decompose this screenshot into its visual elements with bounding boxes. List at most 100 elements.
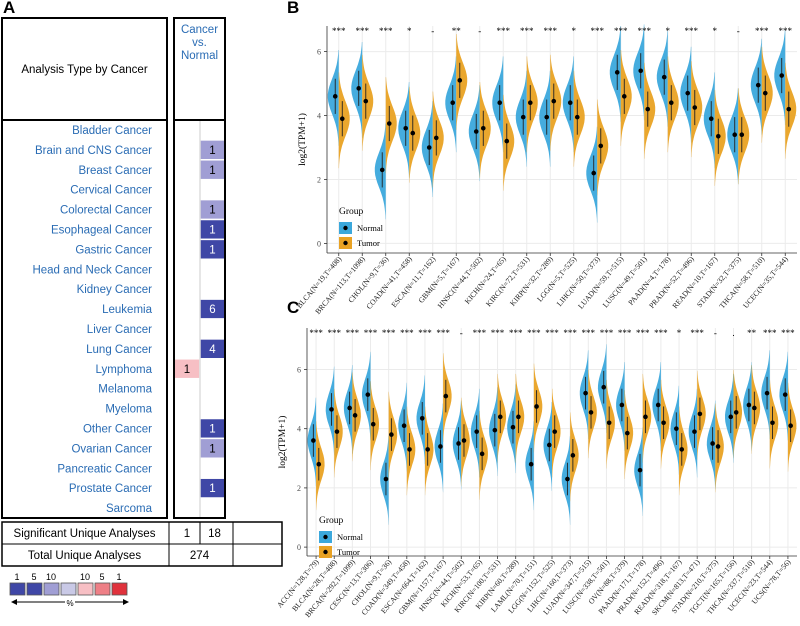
chart-c-median-tumor-7 bbox=[443, 393, 449, 399]
cancer-name-6: Gastric Cancer bbox=[75, 244, 152, 256]
legend-number: 5 bbox=[99, 572, 104, 582]
chart-b-violin-normal-5 bbox=[445, 56, 457, 153]
cancer-name-5: Esophageal Cancer bbox=[51, 225, 152, 237]
chart-c-median-tumor-5 bbox=[407, 447, 412, 452]
up-count-9: 6 bbox=[209, 304, 215, 316]
chart-b-median-tumor-15 bbox=[692, 105, 698, 110]
cancer-name-9: Leukemia bbox=[102, 304, 152, 316]
chart-b-median-normal-0 bbox=[332, 94, 338, 99]
chart-b-median-normal-17 bbox=[732, 132, 738, 138]
chart-c-median-normal-1 bbox=[329, 407, 334, 412]
header-right-title: Normal bbox=[181, 50, 218, 62]
legend-number: 1 bbox=[14, 572, 19, 582]
chart-b-median-tumor-4 bbox=[433, 135, 439, 141]
chart-c-median-tumor-22 bbox=[715, 444, 721, 449]
cancer-name-13: Melanoma bbox=[98, 384, 152, 396]
chart-b-median-tumor-12 bbox=[621, 94, 627, 99]
cancer-name-7: Head and Neck Cancer bbox=[32, 264, 152, 276]
cancer-name-19: Sarcoma bbox=[106, 503, 153, 515]
up-count-5: 1 bbox=[209, 225, 215, 237]
chart-b-median-tumor-7 bbox=[504, 138, 510, 144]
cancer-name-1: Brain and CNS Cancer bbox=[35, 145, 152, 157]
chart-c-legend-title: Group bbox=[319, 516, 344, 526]
chart-b-ylabel: log2(TPM+1) bbox=[297, 113, 308, 166]
chart-c-ytick-label: 0 bbox=[297, 543, 301, 552]
chart-c-significance-4: *** bbox=[382, 328, 396, 338]
chart-b-violin-normal-18 bbox=[750, 38, 762, 135]
legend-swatch bbox=[111, 582, 128, 596]
chart-b-median-tumor-8 bbox=[527, 100, 533, 106]
chart-b-significance-19: *** bbox=[779, 26, 793, 36]
chart-b-median-tumor-19 bbox=[786, 106, 792, 112]
total-label: Total Unique Analyses bbox=[28, 550, 141, 562]
chart-b-ytick-label: 6 bbox=[317, 48, 321, 57]
chart-c-median-tumor-17 bbox=[625, 430, 630, 436]
chart-b-median-normal-15 bbox=[685, 90, 691, 96]
chart-c-median-tumor-0 bbox=[316, 461, 322, 467]
up-count-18: 1 bbox=[209, 483, 215, 495]
up-count-11: 4 bbox=[209, 344, 216, 356]
chart-c-median-tumor-19 bbox=[661, 420, 666, 426]
chart-b-violin-tumor-7 bbox=[503, 94, 515, 191]
chart-b-violin-tumor-15 bbox=[691, 61, 703, 158]
chart-c-median-tumor-6 bbox=[425, 447, 430, 452]
header-left-title: Analysis Type by Cancer bbox=[21, 64, 148, 76]
cancer-list-box bbox=[1, 119, 168, 519]
cancer-name-0: Bladder Cancer bbox=[72, 125, 152, 137]
chart-c-significance-0: *** bbox=[309, 328, 323, 338]
chart-b-median-tumor-14 bbox=[668, 100, 674, 106]
up-count-4: 1 bbox=[209, 205, 215, 217]
panel-label-a: A bbox=[3, 0, 16, 17]
chart-c-median-normal-4 bbox=[383, 476, 389, 482]
chart-b-median-tumor-13 bbox=[645, 106, 651, 112]
legend-unit: % bbox=[66, 599, 73, 608]
chart-b-median-normal-8 bbox=[520, 114, 526, 120]
chart-c-significance-16: *** bbox=[600, 328, 614, 338]
chart-c-median-tumor-25 bbox=[770, 420, 775, 426]
chart-b-median-normal-9 bbox=[544, 114, 550, 120]
chart-c-median-tumor-14 bbox=[570, 453, 576, 458]
panel-label-c: C bbox=[287, 298, 300, 317]
chart-c-significance-8: - bbox=[460, 328, 463, 338]
chart-b-median-tumor-16 bbox=[715, 134, 721, 139]
chart-b-violin-normal-12 bbox=[609, 26, 621, 122]
chart-c-legend-dot-0 bbox=[323, 534, 328, 540]
chart-c-median-normal-22 bbox=[710, 441, 715, 446]
up-count-15: 1 bbox=[209, 424, 215, 436]
chart-b-legend-label-0: Normal bbox=[357, 223, 384, 233]
chart-c-median-normal-16 bbox=[601, 384, 607, 390]
chart-b-violin-tumor-0 bbox=[338, 72, 350, 169]
chart-c-median-normal-11 bbox=[510, 424, 516, 430]
chart-c-median-normal-6 bbox=[419, 416, 425, 421]
chart-b-significance-16: * bbox=[713, 26, 718, 36]
cancer-name-16: Ovarian Cancer bbox=[71, 443, 152, 455]
chart-c-median-tumor-9 bbox=[479, 451, 485, 457]
legend-swatch bbox=[94, 582, 111, 596]
chart-c-median-tumor-12 bbox=[534, 404, 539, 409]
chart-b-violin-normal-1 bbox=[351, 41, 363, 138]
chart-b-median-normal-7 bbox=[497, 100, 503, 106]
chart-b-significance-18: *** bbox=[755, 26, 769, 36]
chart-b-significance-5: ** bbox=[452, 26, 462, 36]
chart-c-significance-19: *** bbox=[654, 328, 668, 338]
chart-b-significance-12: *** bbox=[614, 26, 628, 36]
legend-number: 10 bbox=[80, 572, 90, 582]
chart-b-legend-label-1: Tumor bbox=[357, 238, 380, 248]
chart-c-legend-dot-1 bbox=[323, 549, 328, 555]
legend-swatch bbox=[26, 582, 43, 596]
chart-b-violin-normal-9 bbox=[539, 70, 551, 167]
chart-b-violin-tumor-1 bbox=[362, 54, 374, 151]
chart-c-significance-12: *** bbox=[527, 328, 541, 338]
cancer-name-17: Pancreatic Cancer bbox=[57, 463, 152, 475]
cancer-name-18: Prostate Cancer bbox=[69, 483, 152, 495]
cancer-name-2: Breast Cancer bbox=[78, 165, 152, 177]
cancer-name-3: Cervical Cancer bbox=[70, 185, 152, 197]
chart-b-violin-normal-14 bbox=[656, 30, 668, 127]
chart-b-median-normal-10 bbox=[567, 100, 573, 106]
chart-b-significance-6: - bbox=[478, 26, 481, 36]
chart-c-median-normal-9 bbox=[474, 429, 479, 434]
chart-c-significance-26: *** bbox=[781, 328, 795, 338]
chart-b-median-tumor-6 bbox=[480, 126, 486, 131]
chart-b-violin-normal-10 bbox=[562, 56, 574, 153]
chart-c-median-tumor-10 bbox=[497, 414, 503, 420]
